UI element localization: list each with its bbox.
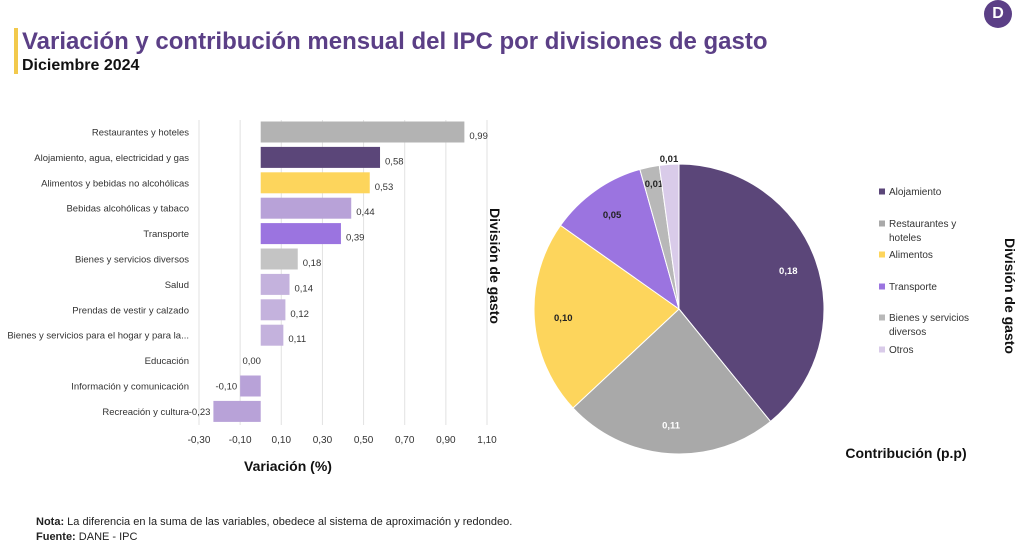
x-tick-label: 0,30 (313, 435, 333, 446)
legend-label-line: hoteles (889, 233, 921, 244)
x-tick-label: -0,10 (229, 435, 252, 446)
bar-value-label: 0,00 (242, 356, 261, 367)
bar (260, 248, 298, 270)
page-subtitle: Diciembre 2024 (22, 57, 140, 74)
legend-label: Otros (889, 345, 913, 356)
bar (260, 197, 352, 219)
bar-category-label: Bienes y servicios diversos (75, 255, 189, 266)
x-tick-label: -0,30 (188, 435, 211, 446)
brand-logo: D (984, 0, 1012, 28)
pie-value-label: 0,01 (645, 179, 664, 190)
title-accent-bar (14, 28, 18, 74)
bar-category-label: Bebidas alcohólicas y tabaco (66, 204, 189, 215)
bar (260, 273, 290, 295)
bar-category-label: Salud (165, 280, 189, 291)
legend-label: Alojamiento (889, 187, 942, 198)
bar-category-label: Transporte (143, 229, 189, 240)
pie-x-axis-title: Contribución (p.p) (845, 445, 966, 461)
pie-value-label: 0,10 (554, 313, 573, 324)
bar (260, 146, 381, 168)
source-label: Fuente: (36, 531, 76, 543)
bar-x-axis-title: Variación (%) (244, 458, 332, 474)
bar-value-label: 0,12 (290, 309, 309, 320)
pie-slice (678, 163, 825, 423)
page-title: Variación y contribución mensual del IPC… (22, 28, 768, 55)
bar-value-label: -0,10 (215, 382, 237, 393)
bar-category-label: Bienes y servicios para el hogar y para … (7, 331, 189, 342)
bar-value-label: 0,53 (375, 182, 394, 193)
bar-category-label: Alimentos y bebidas no alcohólicas (41, 178, 189, 189)
bar-category-label: Recreación y cultura (102, 407, 189, 418)
bar-value-label: 0,18 (303, 258, 322, 269)
x-tick-label: 0,10 (272, 435, 292, 446)
pie-value-label: 0,05 (603, 210, 622, 221)
x-tick-label: 0,50 (354, 435, 374, 446)
x-tick-label: 0,90 (436, 435, 456, 446)
source-text: DANE - IPC (75, 531, 138, 543)
bar-value-label: 0,58 (385, 156, 404, 167)
bar-category-label: Información y comunicación (71, 382, 189, 393)
bar-value-label: -0,23 (189, 407, 211, 418)
legend-label-line: diversos (889, 327, 926, 338)
pie-y-axis-title: División de gasto (1002, 238, 1018, 354)
legend-swatch (879, 251, 885, 258)
footnote-label: Nota: (36, 516, 65, 528)
legend-label: Alimentos (889, 250, 933, 261)
bar-value-label: 0,39 (346, 233, 365, 244)
footnote: Nota: La diferencia en la suma de las va… (36, 516, 512, 528)
bar (260, 172, 370, 194)
bar (260, 324, 284, 346)
pie-slice (658, 163, 680, 310)
legend-swatch (879, 220, 885, 227)
pie-slice (533, 224, 680, 409)
bar-category-label: Restaurantes y hoteles (92, 128, 189, 139)
legend-swatch (879, 346, 885, 353)
legend-swatch (879, 283, 885, 290)
legend-swatch (879, 188, 885, 195)
legend-label-line: Restaurantes y (889, 219, 956, 230)
footnote-text: La diferencia en la suma de las variable… (64, 516, 513, 528)
pie-value-label: 0,01 (660, 154, 679, 165)
pie-slice (572, 308, 772, 455)
source-note: Fuente: DANE - IPC (36, 531, 137, 543)
pie-value-label: 0,18 (779, 266, 798, 277)
bar-value-label: 0,44 (356, 207, 375, 218)
bar (240, 375, 261, 397)
bar-value-label: 0,99 (469, 131, 488, 142)
bar-y-axis-title: División de gasto (487, 208, 503, 324)
legend-swatch (879, 314, 885, 321)
bar-value-label: 0,11 (288, 334, 306, 345)
bar-category-label: Prendas de vestir y calzado (72, 305, 189, 316)
bar (213, 400, 261, 422)
legend-label: Transporte (889, 282, 937, 293)
bar-value-label: 0,14 (295, 283, 314, 294)
bar-category-label: Alojamiento, agua, electricidad y gas (34, 153, 189, 164)
x-tick-label: 0,70 (395, 435, 415, 446)
bar-category-label: Educación (145, 356, 189, 367)
bar (260, 223, 341, 245)
x-tick-label: 1,10 (477, 435, 497, 446)
legend-label-line: Bienes y servicios (889, 313, 969, 324)
bar (260, 121, 465, 143)
bar (260, 299, 286, 321)
pie-value-label: 0,11 (662, 421, 681, 432)
